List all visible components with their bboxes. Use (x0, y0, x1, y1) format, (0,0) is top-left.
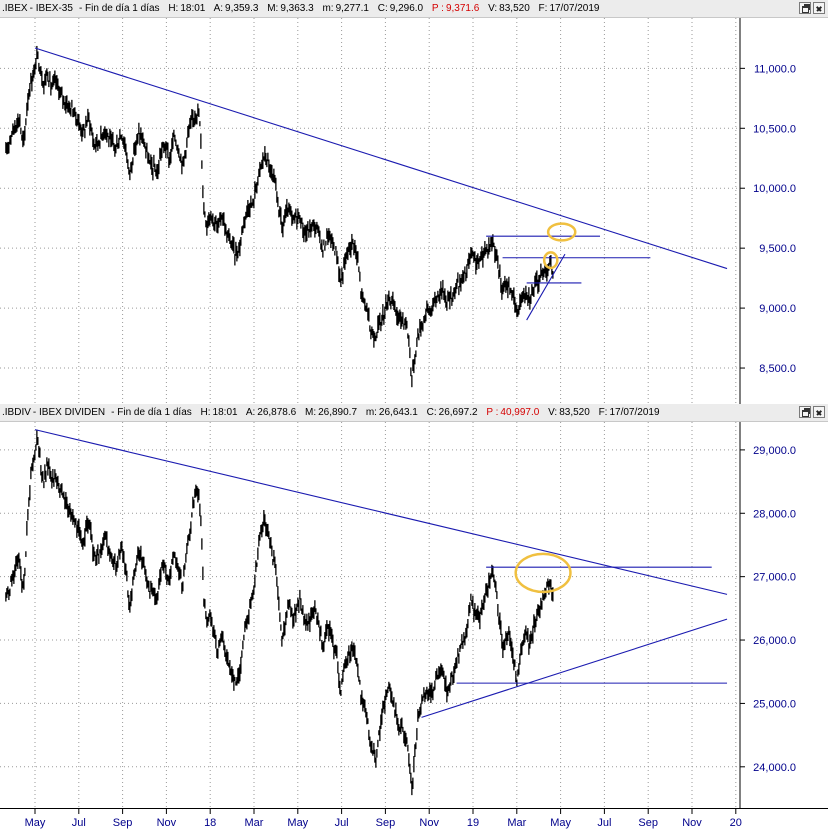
y-tick-label: 29,000.0 (753, 445, 796, 457)
price-bars (5, 429, 554, 796)
max-key: M: (304, 407, 317, 418)
x-tick-label: Sep (376, 817, 396, 829)
hora-value: 18:01 (212, 407, 238, 418)
y-tick-label: 10,000.0 (753, 183, 796, 195)
ibex35-price-chart: 8,500.0 9,000.0 9,500.0 10,000.0 10,500.0 11,… (0, 18, 796, 404)
restore-window-icon[interactable] (799, 2, 811, 14)
trend-line (34, 429, 728, 595)
price-bars (5, 45, 554, 388)
x-tick-label: Mar (507, 817, 526, 829)
ibex35-chart-panel: .IBEX - IBEX-35- Fin de día 1 días H: 18:0… (0, 0, 828, 404)
y-tick-label: 24,000.0 (753, 762, 796, 774)
x-tick-label: Jul (335, 817, 349, 829)
trend-line (421, 618, 728, 718)
x-tick-label: 19 (467, 817, 479, 829)
apertura-key: A: (213, 3, 224, 14)
x-tick-label: May (25, 817, 46, 829)
p-key: P : (431, 3, 444, 14)
fecha-key: F: (538, 3, 548, 14)
ibdiv-chart-panel: .IBDIV - IBEX DIVIDEN - Fin de día 1 días … (0, 404, 828, 808)
fecha-key: F: (598, 407, 608, 418)
p-value: 40,997.0 (500, 407, 540, 418)
cierre-key: C: (377, 3, 388, 14)
x-tick-label: 18 (204, 817, 216, 829)
cierre-value: 26,697.2 (438, 407, 478, 418)
x-tick-label: May (550, 817, 571, 829)
fecha-value: 17/07/2019 (549, 3, 600, 14)
cierre-value: 9,296.0 (389, 3, 424, 14)
max-key: M: (267, 3, 279, 14)
y-tick-label: 8,500.0 (759, 363, 796, 375)
y-tick-label: 28,000.0 (753, 508, 796, 520)
hora-key: H: (168, 3, 179, 14)
apertura-value: 26,878.6 (257, 407, 297, 418)
highlight-circle (514, 552, 572, 594)
p-value: 9,371.6 (445, 3, 480, 14)
instrument-name: IBEX DIVIDEN (39, 407, 106, 418)
ibex35-header: .IBEX - IBEX-35- Fin de día 1 días H: 18:0… (0, 0, 828, 18)
fecha-value: 17/07/2019 (609, 407, 660, 418)
max-value: 9,363.3 (280, 3, 314, 14)
trend-line (526, 253, 566, 321)
x-tick-label: Jul (597, 817, 611, 829)
volume-value: 83,520 (559, 407, 590, 418)
min-key: m: (322, 3, 334, 14)
period-label: Fin de día 1 días (117, 407, 192, 418)
y-tick-label: 25,000.0 (753, 698, 796, 710)
date-axis: May Jul Sep Nov 18 Mar May Jul Sep Nov 19 Mar May Jul… (0, 808, 828, 832)
x-tick-label: Nov (682, 817, 702, 829)
y-tick-label: 9,000.0 (759, 303, 796, 315)
apertura-key: A: (245, 407, 256, 418)
y-tick-label: 11,000.0 (754, 63, 796, 75)
date-axis-svg: May Jul Sep Nov 18 Mar May Jul Sep Nov 19 Mar May Jul… (25, 809, 742, 829)
x-tick-label: Sep (638, 817, 658, 829)
y-tick-label: 10,500.0 (753, 123, 796, 135)
x-tick-label: Sep (113, 817, 133, 829)
min-value: 9,277.1 (335, 3, 369, 14)
x-tick-label: Nov (419, 817, 439, 829)
period-label: Fin de día 1 días (85, 3, 160, 14)
x-tick-label: May (287, 817, 308, 829)
symbol-label: .IBDIV (2, 407, 31, 418)
y-tick-label: 26,000.0 (753, 635, 796, 647)
x-tick-label: 20 (730, 817, 742, 829)
x-tick-label: Jul (72, 817, 86, 829)
volume-key: V: (488, 3, 498, 14)
x-tick-label: Mar (245, 817, 264, 829)
apertura-value: 9,359.3 (225, 3, 259, 14)
highlight-circle (542, 251, 559, 270)
close-window-icon[interactable] (813, 2, 825, 14)
hora-value: 18:01 (180, 3, 206, 14)
p-key: P : (486, 407, 499, 418)
y-tick-label: 9,500.0 (759, 243, 796, 255)
x-tick-label: Nov (157, 817, 177, 829)
restore-window-icon[interactable] (799, 406, 811, 418)
volume-value: 83,520 (499, 3, 530, 14)
trend-line (34, 47, 728, 270)
cierre-key: C: (426, 407, 437, 418)
hora-key: H: (200, 407, 211, 418)
highlight-circle (546, 222, 577, 242)
min-key: m: (365, 407, 377, 418)
max-value: 26,890.7 (318, 407, 358, 418)
y-tick-label: 27,000.0 (753, 572, 796, 584)
close-window-icon[interactable] (813, 406, 825, 418)
volume-key: V: (548, 407, 558, 418)
ibdiv-price-chart: 24,000.0 25,000.0 26,000.0 27,000.0 28,000.0… (0, 422, 796, 808)
min-value: 26,643.1 (378, 407, 418, 418)
symbol-label: .IBEX (2, 3, 28, 14)
instrument-name: IBEX-35 (35, 3, 73, 14)
ibdiv-header: .IBDIV - IBEX DIVIDEN - Fin de día 1 días … (0, 404, 828, 422)
